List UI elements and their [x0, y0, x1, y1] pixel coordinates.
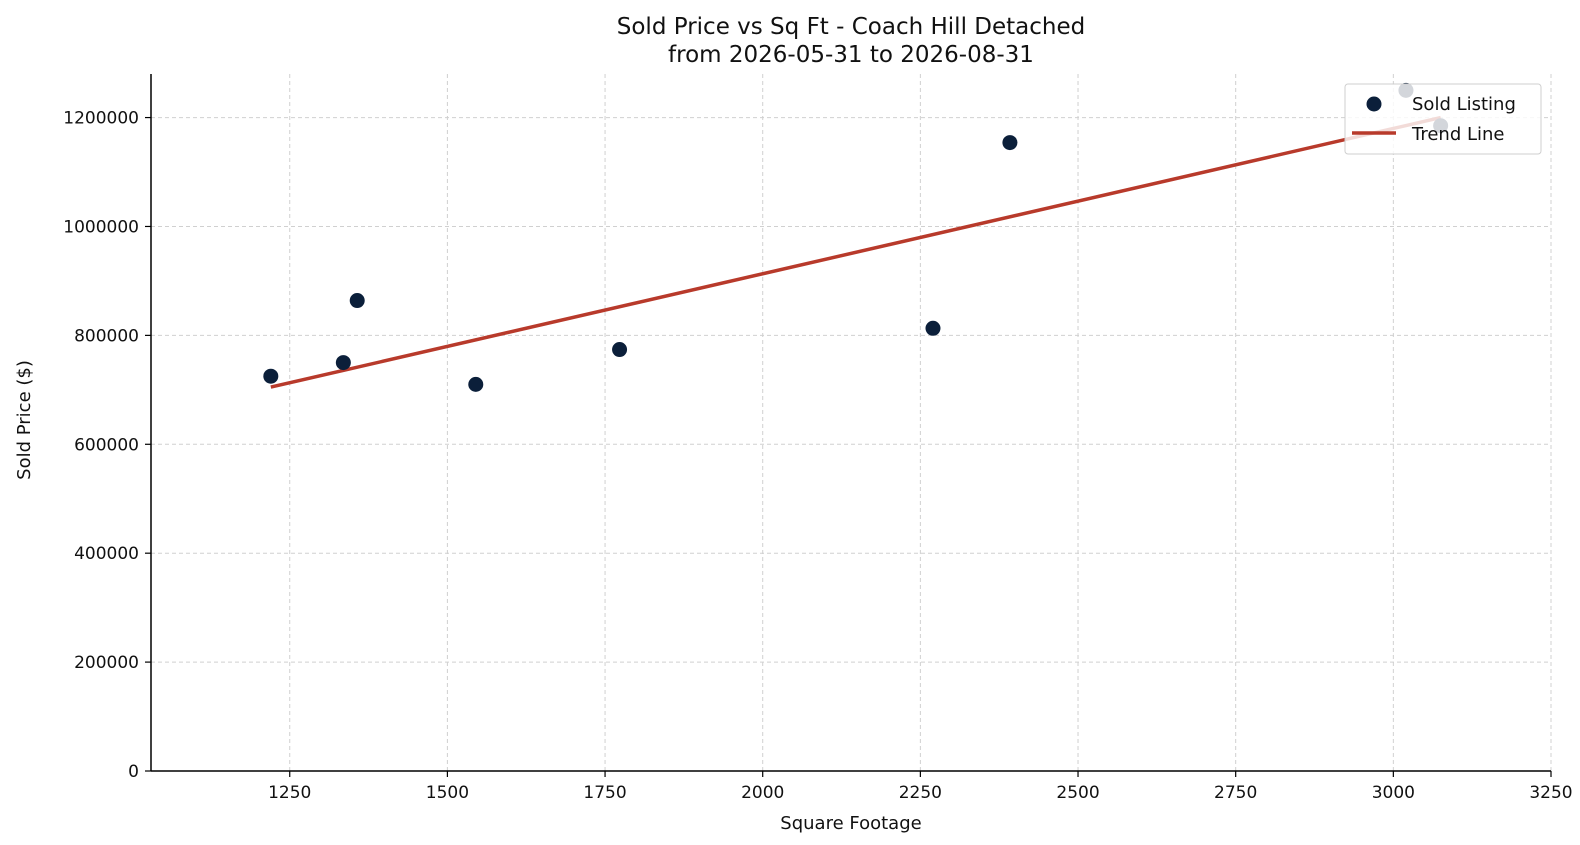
y-tick-label: 0	[128, 762, 139, 782]
x-axis-label: Square Footage	[780, 813, 921, 834]
y-tick-label: 800000	[74, 326, 139, 346]
x-tick-label: 1750	[583, 783, 626, 803]
trend-line-layer	[270, 115, 1442, 389]
y-tick-label: 200000	[74, 653, 139, 673]
x-tick-label: 3000	[1372, 783, 1415, 803]
trend-line	[270, 115, 1442, 389]
axes	[150, 74, 1551, 772]
data-point	[925, 320, 941, 336]
legend-label-trend-line: Trend Line	[1411, 124, 1505, 145]
y-axis-label: Sold Price ($)	[14, 360, 35, 480]
y-tick-label: 1200000	[63, 109, 139, 129]
x-tick-label: 1500	[426, 783, 469, 803]
y-tick-label: 600000	[74, 435, 139, 455]
chart-title: Sold Price vs Sq Ft - Coach Hill Detache…	[617, 14, 1085, 40]
x-tick-label: 3250	[1529, 783, 1572, 803]
x-ticks: 1250 1500 1750 2000 2250 2500 2750 3000 3250	[268, 771, 1573, 803]
x-tick-label: 1250	[268, 783, 311, 803]
legend-box	[1344, 83, 1542, 155]
data-point	[335, 355, 351, 371]
data-point	[612, 342, 628, 358]
x-tick-label: 2750	[1214, 783, 1257, 803]
data-point	[349, 293, 365, 309]
legend-label-sold-listing: Sold Listing	[1412, 94, 1516, 115]
y-ticks: 0 200000 400000 600000 800000 1000000 1200000	[63, 109, 151, 782]
data-point	[468, 376, 484, 392]
x-tick-label: 2000	[741, 783, 784, 803]
chart-subtitle: from 2026-05-31 to 2026-08-31	[668, 42, 1034, 68]
x-tick-label: 2500	[1056, 783, 1099, 803]
legend: Sold Listing Trend Line	[1344, 83, 1542, 155]
legend-marker-sold-listing	[1366, 96, 1382, 112]
y-tick-label: 1000000	[63, 217, 139, 237]
grid	[151, 74, 1552, 772]
data-point	[1002, 135, 1018, 151]
data-point	[263, 368, 279, 384]
points-layer	[263, 82, 1449, 392]
x-tick-label: 2250	[899, 783, 942, 803]
y-tick-label: 400000	[74, 544, 139, 564]
